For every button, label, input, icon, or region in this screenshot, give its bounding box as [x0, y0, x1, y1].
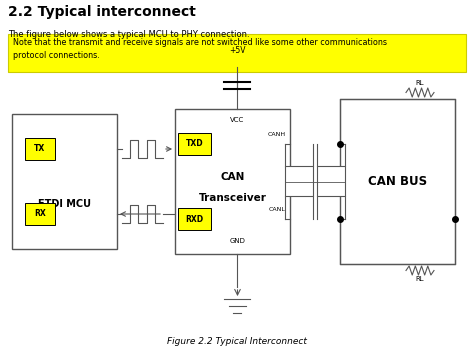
Text: RX: RX	[34, 210, 46, 218]
Text: Note that the transmit and receive signals are not switched like some other comm: Note that the transmit and receive signa…	[13, 38, 387, 59]
Text: +5V: +5V	[229, 46, 246, 55]
Text: RL: RL	[416, 276, 424, 282]
Bar	[175, 109, 290, 254]
Text: VCC: VCC	[230, 117, 245, 123]
Bar	[178, 208, 211, 230]
Bar	[25, 138, 55, 160]
Text: GND: GND	[229, 238, 246, 244]
Text: 2.2 Typical interconnect: 2.2 Typical interconnect	[8, 5, 196, 19]
Bar	[178, 133, 211, 155]
Text: TX: TX	[35, 144, 46, 154]
Text: RL: RL	[416, 80, 424, 86]
Text: CAN BUS: CAN BUS	[368, 175, 427, 188]
Text: CANH: CANH	[268, 132, 286, 137]
Bar	[8, 34, 466, 72]
Bar	[12, 114, 117, 249]
Bar	[340, 99, 455, 264]
Text: The figure below shows a typical MCU to PHY connection.: The figure below shows a typical MCU to …	[8, 30, 250, 39]
Text: FTDI MCU: FTDI MCU	[38, 199, 91, 209]
Text: TXD: TXD	[186, 139, 203, 148]
Text: CANL: CANL	[269, 207, 286, 212]
Text: RXD: RXD	[185, 215, 203, 223]
Text: Figure 2.2 Typical Interconnect: Figure 2.2 Typical Interconnect	[167, 337, 307, 347]
Bar	[25, 203, 55, 225]
Text: Transceiver: Transceiver	[199, 194, 266, 204]
Text: CAN: CAN	[220, 172, 245, 183]
Bar	[285, 166, 313, 196]
Bar	[317, 166, 345, 196]
